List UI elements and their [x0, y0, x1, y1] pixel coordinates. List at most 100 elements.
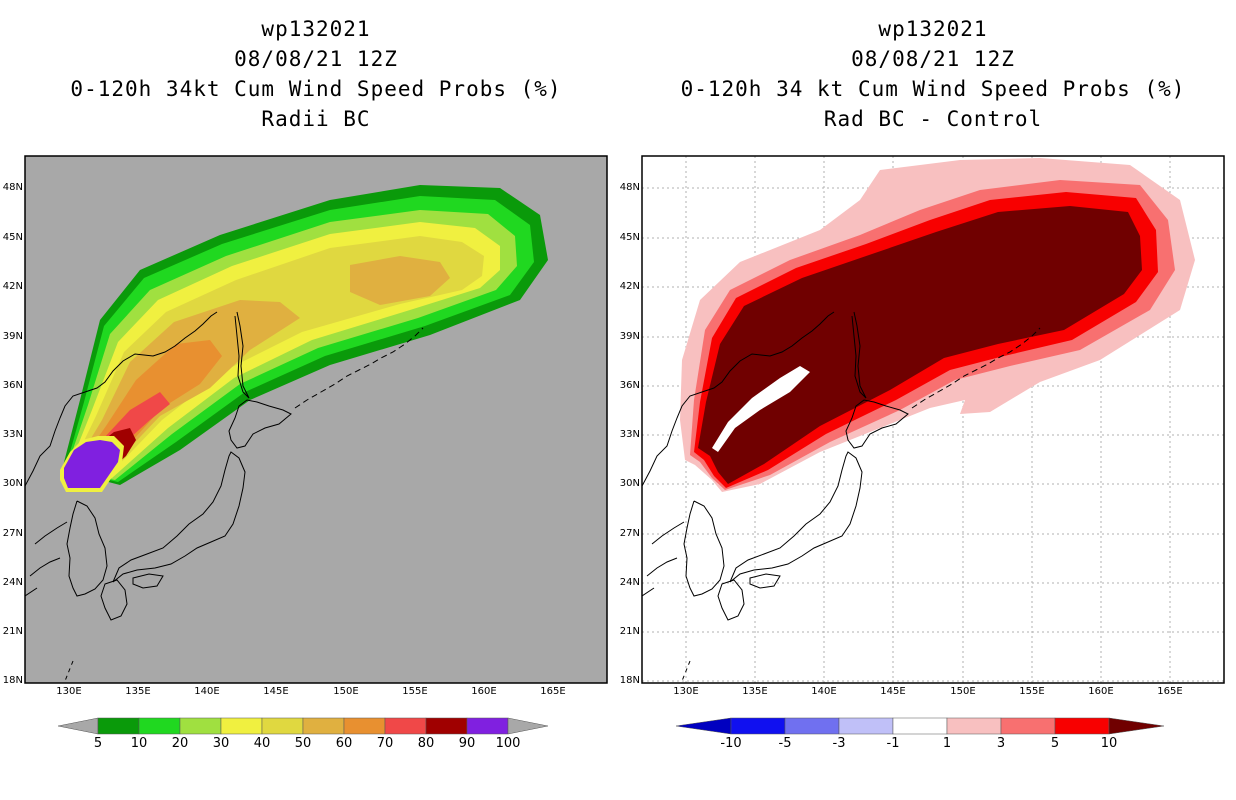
- lon-label-130E-left: 130E: [56, 686, 82, 697]
- right-colorbar-label: -1: [886, 736, 900, 751]
- left-colorbar-label: 90: [458, 736, 476, 751]
- right-colorbar-label: -3: [832, 736, 846, 751]
- lat-label-45N-right: 45N: [619, 232, 640, 243]
- right-panel-title: wp132021 08/08/21 12Z 0-120h 34 kt Cum W…: [642, 14, 1224, 134]
- left-colorbar: [57, 717, 549, 735]
- lat-label-45N-left: 45N: [2, 232, 23, 243]
- lon-label-165E-right: 165E: [1157, 686, 1183, 697]
- contour-plus-10: [698, 206, 1142, 484]
- contour-minus-1-gap: [712, 366, 810, 452]
- left-colorbar-label: 20: [171, 736, 189, 751]
- left-colorbar-swatch: [425, 717, 468, 735]
- right-colorbar-swatch: [784, 717, 840, 735]
- right-subtitle: Rad BC - Control: [823, 107, 1043, 131]
- lon-label-145E-right: 145E: [880, 686, 906, 697]
- lat-label-39N-right: 39N: [619, 331, 640, 342]
- lat-label-21N-right: 21N: [619, 626, 640, 637]
- lon-label-155E-right: 155E: [1019, 686, 1045, 697]
- lon-label-140E-left: 140E: [194, 686, 220, 697]
- right-colorbar-swatch: [946, 717, 1002, 735]
- left-colorbar-label: 100: [495, 736, 521, 751]
- right-storm-id: wp132021: [878, 17, 988, 41]
- left-colorbar-label: 80: [417, 736, 435, 751]
- lon-label-150E-left: 150E: [333, 686, 359, 697]
- left-colorbar-label: 70: [376, 736, 394, 751]
- left-date: 08/08/21 12Z: [234, 47, 398, 71]
- lat-label-30N-left: 30N: [2, 478, 23, 489]
- left-colorbar-high-arrow: [507, 717, 549, 735]
- left-colorbar-swatch: [220, 717, 263, 735]
- left-colorbar-label: 60: [335, 736, 353, 751]
- left-colorbar-label: 30: [212, 736, 230, 751]
- right-colorbar-swatch: [892, 717, 948, 735]
- lon-label-160E-left: 160E: [471, 686, 497, 697]
- left-colorbar-low-arrow: [57, 717, 99, 735]
- contour-50-east: [350, 256, 450, 305]
- right-colorbar-label: 5: [1050, 736, 1060, 751]
- lon-label-165E-left: 165E: [540, 686, 566, 697]
- left-subtitle: Radii BC: [261, 107, 371, 131]
- right-colorbar-label: 3: [996, 736, 1006, 751]
- lat-label-33N-left: 33N: [2, 429, 23, 440]
- lat-label-18N-left: 18N: [2, 675, 23, 686]
- lat-label-21N-left: 21N: [2, 626, 23, 637]
- lat-label-36N-right: 36N: [619, 380, 640, 391]
- lat-label-42N-left: 42N: [2, 281, 23, 292]
- lat-label-36N-left: 36N: [2, 380, 23, 391]
- left-colorbar-swatch: [97, 717, 140, 735]
- right-difference-contours: [680, 158, 1195, 492]
- left-colorbar-swatch: [302, 717, 345, 735]
- lon-label-135E-right: 135E: [742, 686, 768, 697]
- lat-label-48N-right: 48N: [619, 182, 640, 193]
- right-colorbar: [675, 717, 1165, 735]
- right-map: [642, 156, 1224, 683]
- lon-label-160E-right: 160E: [1088, 686, 1114, 697]
- left-map: [25, 156, 607, 683]
- contour-90: [64, 440, 120, 488]
- right-colorbar-swatch: [1000, 717, 1056, 735]
- lat-label-27N-right: 27N: [619, 528, 640, 539]
- lat-label-39N-left: 39N: [2, 331, 23, 342]
- lon-label-140E-right: 140E: [811, 686, 837, 697]
- lat-label-33N-right: 33N: [619, 429, 640, 440]
- lat-label-48N-left: 48N: [2, 182, 23, 193]
- left-colorbar-swatch: [138, 717, 181, 735]
- lat-label-24N-right: 24N: [619, 577, 640, 588]
- right-colorbar-label: 10: [1100, 736, 1118, 751]
- left-colorbar-label: 50: [294, 736, 312, 751]
- lat-label-24N-left: 24N: [2, 577, 23, 588]
- right-colorbar-label: 1: [942, 736, 952, 751]
- lat-label-42N-right: 42N: [619, 281, 640, 292]
- right-colorbar-swatch: [1054, 717, 1110, 735]
- left-map-frame: [24, 155, 608, 684]
- right-colorbar-swatch: [730, 717, 786, 735]
- lat-label-30N-right: 30N: [619, 478, 640, 489]
- lat-label-27N-left: 27N: [2, 528, 23, 539]
- lon-label-155E-left: 155E: [402, 686, 428, 697]
- left-colorbar-label: 40: [253, 736, 271, 751]
- left-colorbar-swatch: [261, 717, 304, 735]
- right-colorbar-low-arrow: [675, 717, 732, 735]
- left-storm-id: wp132021: [261, 17, 371, 41]
- left-colorbar-swatch: [343, 717, 386, 735]
- left-probability-contours: [60, 185, 548, 492]
- right-colorbar-high-arrow: [1108, 717, 1165, 735]
- right-date: 08/08/21 12Z: [851, 47, 1015, 71]
- right-colorbar-label: -5: [778, 736, 792, 751]
- left-product-title: 0-120h 34kt Cum Wind Speed Probs (%): [70, 77, 562, 101]
- lon-label-150E-right: 150E: [950, 686, 976, 697]
- left-colorbar-swatch: [179, 717, 222, 735]
- left-colorbar-swatch: [466, 717, 509, 735]
- right-colorbar-swatch: [838, 717, 894, 735]
- lat-label-18N-right: 18N: [619, 675, 640, 686]
- left-colorbar-label: 5: [93, 736, 103, 751]
- lon-label-130E-right: 130E: [673, 686, 699, 697]
- left-panel-title: wp132021 08/08/21 12Z 0-120h 34kt Cum Wi…: [25, 14, 607, 134]
- left-colorbar-swatch: [384, 717, 427, 735]
- right-colorbar-label: -10: [720, 736, 742, 751]
- left-colorbar-label: 10: [130, 736, 148, 751]
- lon-label-135E-left: 135E: [125, 686, 151, 697]
- lon-label-145E-left: 145E: [263, 686, 289, 697]
- right-product-title: 0-120h 34 kt Cum Wind Speed Probs (%): [680, 77, 1186, 101]
